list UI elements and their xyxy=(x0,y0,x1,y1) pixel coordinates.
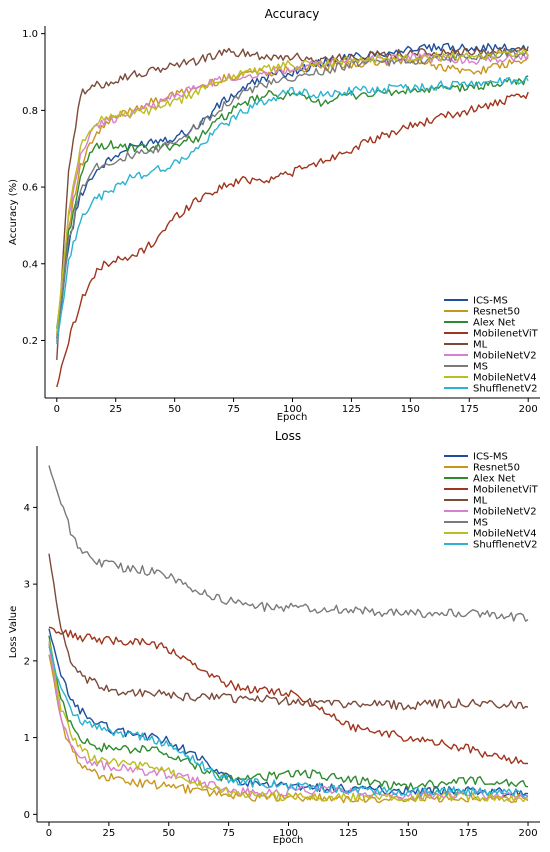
x-tick-label: 125 xyxy=(339,828,358,839)
loss-axes xyxy=(36,446,540,823)
y-tick-label: 2 xyxy=(24,656,30,667)
legend-label: MS xyxy=(473,362,488,373)
accuracy-series-lines xyxy=(56,42,529,388)
series-line-alex-net xyxy=(56,75,529,329)
x-tick-label: 75 xyxy=(222,828,235,839)
x-tick-label: 75 xyxy=(227,404,240,415)
series-line-alex-net xyxy=(48,635,529,790)
x-tick-label: 0 xyxy=(54,404,60,415)
accuracy-title: Accuracy xyxy=(265,7,320,21)
series-line-mobilenetvit xyxy=(48,626,529,765)
y-tick-label: 4 xyxy=(24,503,30,514)
legend-label: Resnet50 xyxy=(473,307,520,318)
x-tick-label: 25 xyxy=(109,404,122,415)
x-tick-label: 200 xyxy=(518,828,537,839)
y-tick-label: 0.2 xyxy=(22,336,38,347)
series-line-ml xyxy=(48,553,529,711)
series-line-resnet50 xyxy=(48,654,529,804)
series-line-mobilenetv2 xyxy=(56,52,529,337)
series-line-shufflenetv2 xyxy=(56,76,529,345)
y-tick-label: 1 xyxy=(24,733,30,744)
series-line-resnet50 xyxy=(56,56,529,335)
x-tick-label: 0 xyxy=(46,828,52,839)
legend-label: ICS-MS xyxy=(473,452,508,463)
loss-x-axis-label: Epoch xyxy=(273,835,304,846)
series-line-mobilenetvit xyxy=(56,91,529,388)
x-tick-label: 175 xyxy=(459,828,478,839)
y-tick-label: 3 xyxy=(24,580,30,591)
y-tick-label: 0 xyxy=(24,810,30,821)
legend-label: ML xyxy=(473,496,488,507)
x-tick-label: 125 xyxy=(342,404,361,415)
x-tick-label: 150 xyxy=(399,828,418,839)
legend-label: Alex Net xyxy=(473,474,515,485)
legend-label: Alex Net xyxy=(473,318,515,329)
series-line-shufflenetv2 xyxy=(48,646,529,797)
legend-label: MobileNetV2 xyxy=(473,507,537,518)
series-line-mobilenetv2 xyxy=(48,643,529,801)
series-line-ms xyxy=(56,49,529,343)
legend-label: MobilenetViT xyxy=(473,485,539,496)
legend-label: MobileNetV2 xyxy=(473,351,537,362)
accuracy-x-axis-label: Epoch xyxy=(277,412,308,423)
series-line-ics-ms xyxy=(56,42,529,339)
series-line-mobilenetv4 xyxy=(56,49,529,334)
loss-ticks: 0 25 50 75 100 125 150 175 200 0 1 2 3 4 xyxy=(24,503,538,839)
x-tick-label: 25 xyxy=(102,828,115,839)
y-tick-label: 1.0 xyxy=(22,29,38,40)
legend-label: MobileNetV4 xyxy=(473,529,537,540)
x-tick-label: 150 xyxy=(401,404,420,415)
x-tick-label: 100 xyxy=(283,404,302,415)
legend-label: ShufflenetV2 xyxy=(473,540,537,551)
x-tick-label: 200 xyxy=(519,404,538,415)
legend-label: MobilenetViT xyxy=(473,329,539,340)
y-tick-label: 0.8 xyxy=(22,106,38,117)
legend-label: MobileNetV4 xyxy=(473,373,537,384)
x-tick-label: 175 xyxy=(460,404,479,415)
loss-panel: Loss Epoch Loss Value 0 25 50 75 100 125 150 17… xyxy=(8,429,540,846)
loss-y-axis-label: Loss Value xyxy=(8,606,19,659)
loss-series-lines xyxy=(48,465,529,804)
x-tick-label: 50 xyxy=(168,404,181,415)
accuracy-ticks: 0 25 50 75 100 125 150 175 200 0.2 0.4 0.6 0.8 1.0 xyxy=(22,29,538,415)
legend-label: ML xyxy=(473,340,488,351)
series-line-mobilenetv4 xyxy=(48,640,529,803)
accuracy-panel: Accuracy Epoch Accuracy (%) 0 25 50 75 100 12… xyxy=(8,7,540,423)
accuracy-y-axis-label: Accuracy (%) xyxy=(8,179,19,245)
legend-label: ShufflenetV2 xyxy=(473,384,537,395)
loss-title: Loss xyxy=(275,429,301,443)
series-line-ms xyxy=(48,465,529,622)
legend-label: MS xyxy=(473,518,488,529)
y-tick-label: 0.4 xyxy=(22,259,38,270)
x-tick-label: 50 xyxy=(162,828,175,839)
legend-label: ICS-MS xyxy=(473,296,508,307)
series-line-ml xyxy=(56,46,529,360)
y-tick-label: 0.6 xyxy=(22,183,38,194)
x-tick-label: 100 xyxy=(279,828,298,839)
legend-label: Resnet50 xyxy=(473,463,520,474)
